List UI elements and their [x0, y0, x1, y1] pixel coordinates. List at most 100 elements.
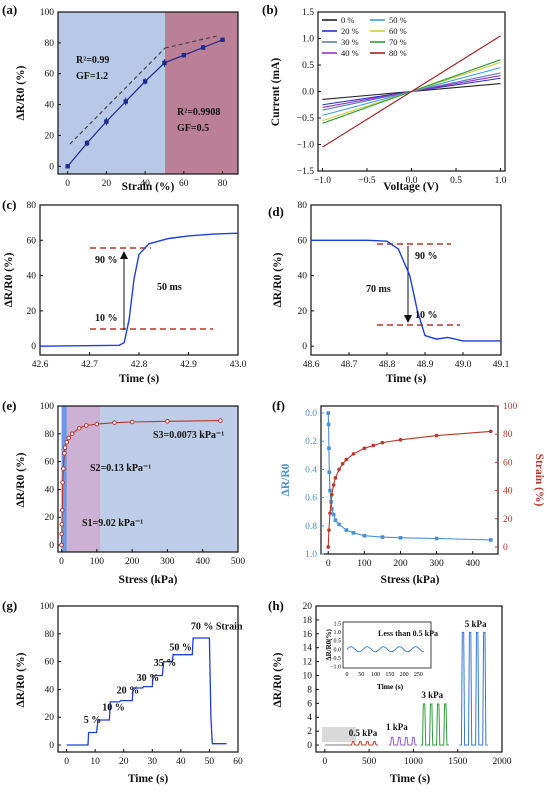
panel-b-legend-label: 80 % — [389, 48, 407, 58]
panel-a-ylabel: ΔR/R0 (%) — [15, 65, 27, 120]
panel-b-legend-label: 30 % — [341, 37, 359, 47]
panel-f-dr-point — [331, 512, 336, 517]
panel-e-label: (e) — [2, 398, 16, 413]
panel-f-dr-point — [326, 411, 331, 415]
panel-h-ytick-label: 6 — [307, 699, 312, 709]
panel-e: (e) 0 100 200 300 400 500 0 20 40 60 80 100 S3=0.00… — [2, 398, 245, 586]
panel-h-baseline-highlight — [322, 727, 356, 742]
panel-h-inset-xlabel: Time (s) — [377, 682, 404, 691]
panel-g-xtick-label: 50 — [205, 757, 215, 767]
panel-e-point — [60, 480, 65, 485]
panel-g-ytick-label: 40 — [45, 685, 55, 695]
panel-a-ytick-label: 40 — [45, 101, 55, 111]
panel-d-xtick-label: 48.9 — [417, 360, 434, 370]
panel-g-level-label: 35 % — [154, 658, 177, 669]
panel-h-xtick-label: 2000 — [493, 757, 512, 767]
panel-f-y2tick-label: 60 — [503, 458, 513, 468]
panel-f-strain-point — [331, 483, 336, 487]
panel-c-frame — [39, 204, 239, 356]
panel-d-xlabel: Time (s) — [386, 373, 427, 385]
panel-h-label: (h) — [268, 598, 284, 613]
panel-e-point — [59, 542, 64, 548]
panel-f-ytick-label: 0.2 — [305, 437, 317, 447]
panel-h-ytick-label: 0 — [307, 741, 312, 751]
panel-g-xtick-label: 60 — [233, 757, 243, 767]
panel-g-level-label: 70 % Strain — [191, 622, 243, 633]
panel-g-xtick-label: 0 — [64, 757, 69, 767]
panel-b-ylabel: Current (mA) — [270, 58, 282, 127]
panel-f-dr-point — [380, 535, 385, 539]
panel-d-time-label: 70 ms — [366, 284, 391, 295]
panel-h-inset-ylabel: ΔR/R0(%) — [325, 629, 333, 661]
panel-h-pulse-train — [388, 736, 417, 746]
panel-f-y2tick-label: 20 — [503, 515, 513, 525]
panel-e-point — [94, 421, 100, 427]
panel-b-legend-label: 60 % — [389, 26, 407, 36]
panel-f-y2tick-label: 40 — [503, 487, 513, 497]
panel-a-xlabel: Strain (%) — [122, 181, 175, 193]
panel-f-strain-point — [327, 528, 331, 532]
panel-f-y2tick-label: 0 — [503, 543, 508, 553]
panel-a-label: (a) — [2, 2, 17, 17]
panel-h-pressure-label: 0.5 kPa — [349, 728, 378, 738]
panel-c: (c) 42.6 42.7 42.8 42.9 43.0 0 20 40 60 80 90 % 1… — [2, 197, 247, 385]
panel-a-point — [123, 99, 128, 104]
panel-a-point — [181, 53, 187, 58]
panel-h-xlabel: Time (s) — [390, 773, 431, 785]
panel-h-inset-ytick-label: −1.0 — [330, 664, 341, 670]
panel-c-xtick-label: 42.9 — [180, 360, 197, 370]
panel-f-strain-point — [344, 457, 349, 462]
panel-b-xlabel: Voltage (V) — [383, 181, 439, 193]
panel-e-band-3 — [100, 406, 239, 552]
panel-a-r2-nonlinear: R²=0.9908 — [177, 107, 220, 118]
panel-a-fit-line-2 — [164, 35, 218, 49]
panel-d-xtick-label: 49.0 — [455, 360, 472, 370]
panel-h-xtick-label: 0 — [322, 757, 327, 767]
panel-h-ytick-label: 8 — [307, 685, 312, 695]
panel-h-ytick-label: 12 — [303, 658, 313, 668]
panel-b-ytick-label: 0.5 — [302, 61, 314, 71]
panel-f-strain-point — [488, 429, 493, 434]
panel-h-pressure-label: 1 kPa — [386, 722, 408, 732]
panel-d-xtick-label: 48.8 — [379, 360, 396, 370]
panel-g-xtick-label: 10 — [90, 757, 100, 767]
panel-e-point — [59, 531, 65, 537]
panel-d-xtick-label: 48.7 — [341, 360, 358, 370]
panel-c-ytick-label: 0 — [31, 342, 36, 352]
panel-a-point — [84, 140, 90, 146]
panel-e-frame — [57, 405, 239, 553]
panel-h-inset-ytick-label: 0.0 — [334, 647, 342, 653]
panel-h-xtick-label: 1500 — [448, 757, 467, 767]
panel-f-xlabel: Stress (kPa) — [381, 574, 440, 586]
panel-h-ytick-label: 16 — [303, 630, 313, 640]
panel-a-gf-linear: GF=1.2 — [76, 71, 108, 82]
panel-f-strain-point — [398, 438, 403, 442]
panel-f-dr-point — [362, 533, 367, 538]
panel-b-xtick-label: 0.5 — [450, 176, 462, 186]
panel-g: (g) 0 10 20 30 40 50 60 0 20 40 60 80 100 5 %10 % 20 … — [2, 598, 243, 785]
panel-f-ytick-label: 0.6 — [305, 494, 317, 504]
panel-a-xtick-label: 20 — [102, 179, 112, 189]
panel-a-point — [65, 164, 70, 169]
panel-f-strain-point — [333, 476, 338, 480]
panel-a-point — [104, 119, 109, 124]
panel-g-xlabel: Time (s) — [128, 773, 169, 785]
panel-c-10-label: 10 % — [95, 313, 118, 324]
panel-a-ytick-label: 20 — [45, 131, 55, 141]
panel-h-inset-ytick-label: 0.5 — [334, 639, 342, 645]
panel-f-strain-point — [351, 452, 356, 456]
panel-h-inset-ytick-label: −0.5 — [330, 656, 341, 662]
panel-a-point — [200, 45, 206, 50]
panel-h-inset-annotation: Less than 0.5 kPa — [378, 629, 438, 638]
panel-h-inset-frame — [342, 621, 432, 669]
panel-e-ytick-label: 20 — [45, 513, 55, 523]
panel-a-ytick-label: 0 — [49, 162, 54, 172]
panel-a-fit-line-1 — [69, 47, 166, 145]
panel-e-ytick-label: 60 — [45, 458, 55, 468]
panel-d-ytick-label: 20 — [298, 307, 308, 317]
panel-e-point — [66, 435, 71, 441]
panel-h-xtick-label: 500 — [362, 757, 377, 767]
panel-h-pulse-train — [459, 631, 488, 746]
panel-e-point — [83, 423, 89, 428]
panel-g-xtick-label: 30 — [148, 757, 158, 767]
